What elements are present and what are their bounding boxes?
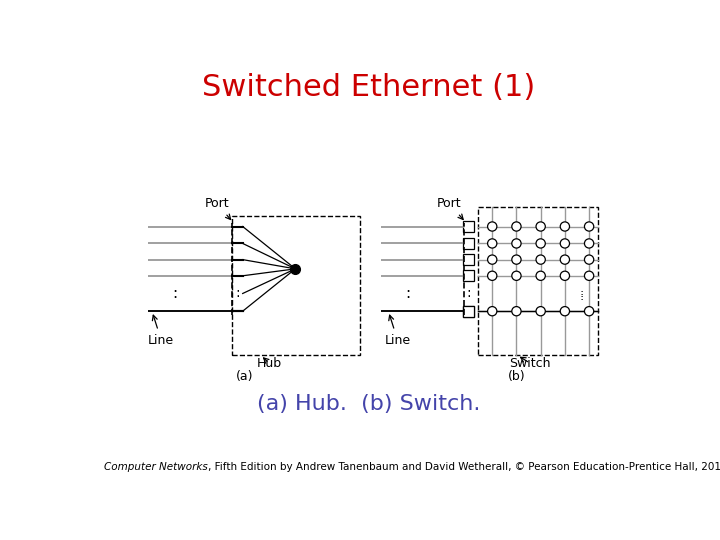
Text: :: : xyxy=(235,287,240,300)
Circle shape xyxy=(560,307,570,316)
Bar xyxy=(463,306,474,316)
Text: :: : xyxy=(405,286,410,301)
Text: (a): (a) xyxy=(236,370,253,383)
Bar xyxy=(463,306,474,316)
Circle shape xyxy=(512,307,521,316)
Circle shape xyxy=(487,307,497,316)
Circle shape xyxy=(560,239,570,248)
Circle shape xyxy=(512,222,521,231)
Circle shape xyxy=(585,222,594,231)
Text: (a) Hub.  (b) Switch.: (a) Hub. (b) Switch. xyxy=(257,394,481,414)
Circle shape xyxy=(512,239,521,248)
Circle shape xyxy=(560,255,570,264)
Circle shape xyxy=(487,222,497,231)
Circle shape xyxy=(585,307,594,316)
Text: Port: Port xyxy=(437,197,463,219)
Bar xyxy=(463,238,474,249)
Circle shape xyxy=(487,271,497,280)
Text: Hub: Hub xyxy=(256,356,282,370)
Text: :: : xyxy=(579,290,583,303)
Text: :: : xyxy=(173,286,178,301)
Text: , Fifth Edition by Andrew Tanenbaum and David Wetherall, © Pearson Education-Pre: , Fifth Edition by Andrew Tanenbaum and … xyxy=(207,462,720,472)
Circle shape xyxy=(536,307,545,316)
Circle shape xyxy=(512,255,521,264)
Circle shape xyxy=(536,239,545,248)
Text: :: : xyxy=(579,287,583,300)
Text: Line: Line xyxy=(148,315,174,347)
Circle shape xyxy=(585,239,594,248)
Text: Computer Networks: Computer Networks xyxy=(104,462,207,472)
Circle shape xyxy=(536,271,545,280)
Bar xyxy=(463,221,474,232)
Bar xyxy=(232,217,360,355)
Circle shape xyxy=(487,255,497,264)
Circle shape xyxy=(585,255,594,264)
Circle shape xyxy=(585,271,594,280)
Text: Switch: Switch xyxy=(509,356,551,370)
Text: Switched Ethernet (1): Switched Ethernet (1) xyxy=(202,73,536,103)
Text: Line: Line xyxy=(384,315,410,347)
Bar xyxy=(463,254,474,265)
Bar xyxy=(478,207,598,355)
Bar xyxy=(463,271,474,281)
Text: :: : xyxy=(466,287,470,300)
Circle shape xyxy=(512,271,521,280)
Circle shape xyxy=(560,222,570,231)
Circle shape xyxy=(560,271,570,280)
Circle shape xyxy=(536,222,545,231)
Text: (b): (b) xyxy=(508,370,526,383)
Text: Port: Port xyxy=(204,197,230,219)
Circle shape xyxy=(487,239,497,248)
Circle shape xyxy=(536,255,545,264)
